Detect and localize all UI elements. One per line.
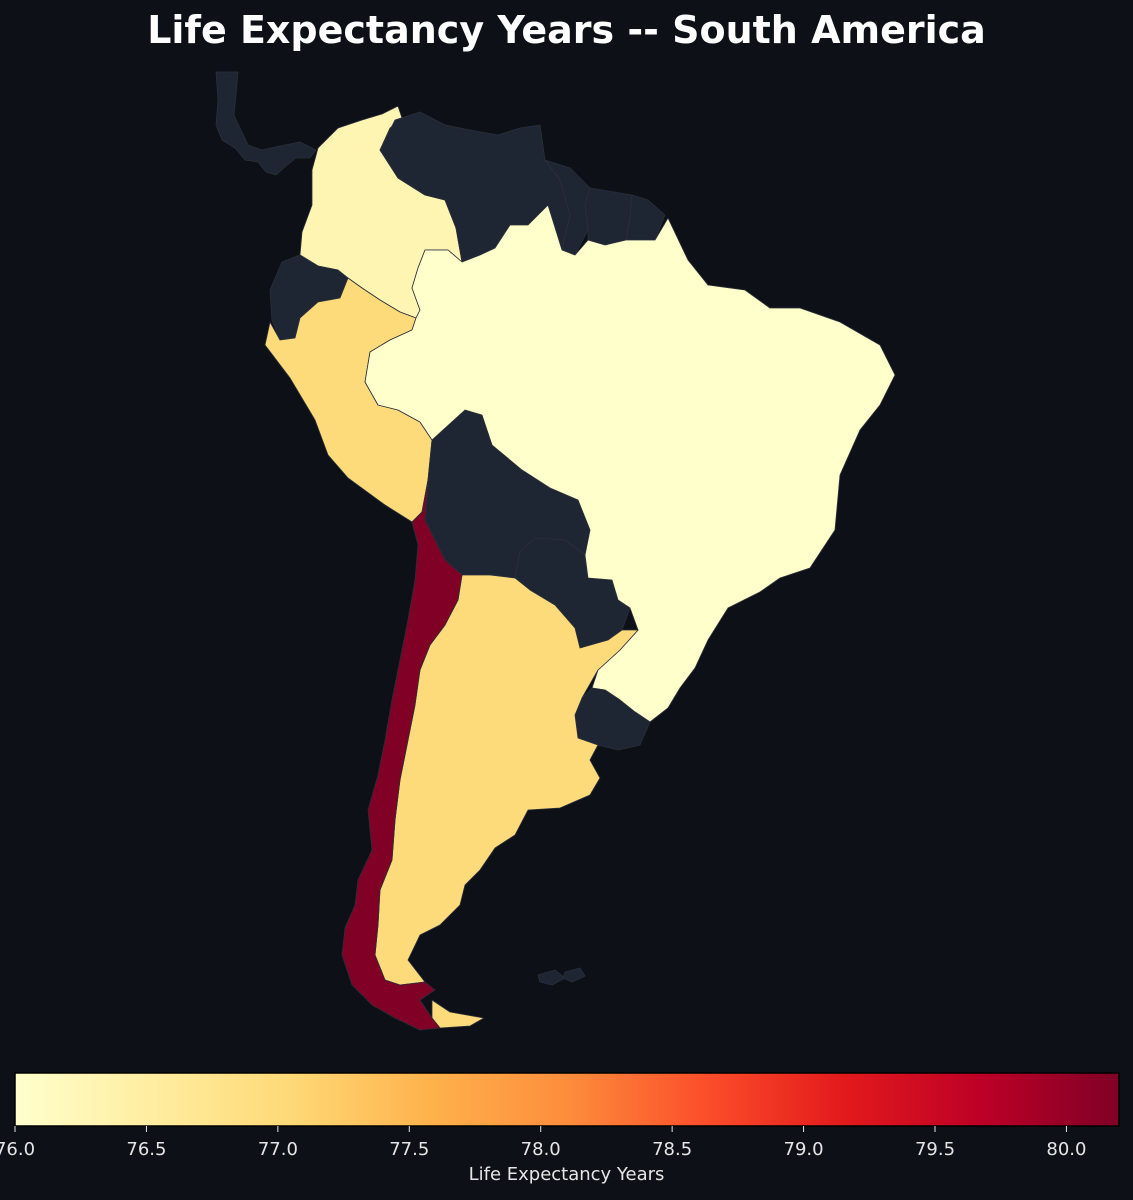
- colorbar-tick-label: 79.0: [784, 1139, 824, 1160]
- colorbar-tick-label: 77.5: [389, 1139, 429, 1160]
- colorbar-tick-label: 78.0: [521, 1139, 561, 1160]
- country-panama[interactable]: [215, 71, 317, 176]
- colorbar-tick-label: 77.0: [258, 1139, 298, 1160]
- colorbar-gradient: [14, 1072, 1120, 1127]
- country-guyana[interactable]: [544, 159, 591, 256]
- country-chile[interactable]: [341, 479, 463, 1031]
- colorbar-tick-label: 80.0: [1046, 1139, 1086, 1160]
- colorbar-tick-label: 78.5: [652, 1139, 692, 1160]
- choropleth-map: [215, 71, 896, 1031]
- country-falklands-east[interactable]: [562, 967, 586, 983]
- country-suriname[interactable]: [584, 187, 633, 246]
- colorbar-label: Life Expectancy Years: [468, 1164, 665, 1185]
- colorbar-tick-label: 76.0: [0, 1139, 35, 1160]
- country-argentina-tdf[interactable]: [431, 999, 485, 1029]
- colorbar-tick-label: 79.5: [915, 1139, 955, 1160]
- colorbar-tick-label: 76.5: [126, 1139, 166, 1160]
- country-falklands-west[interactable]: [537, 969, 566, 986]
- map-title: Life Expectancy Years -- South America: [147, 8, 986, 52]
